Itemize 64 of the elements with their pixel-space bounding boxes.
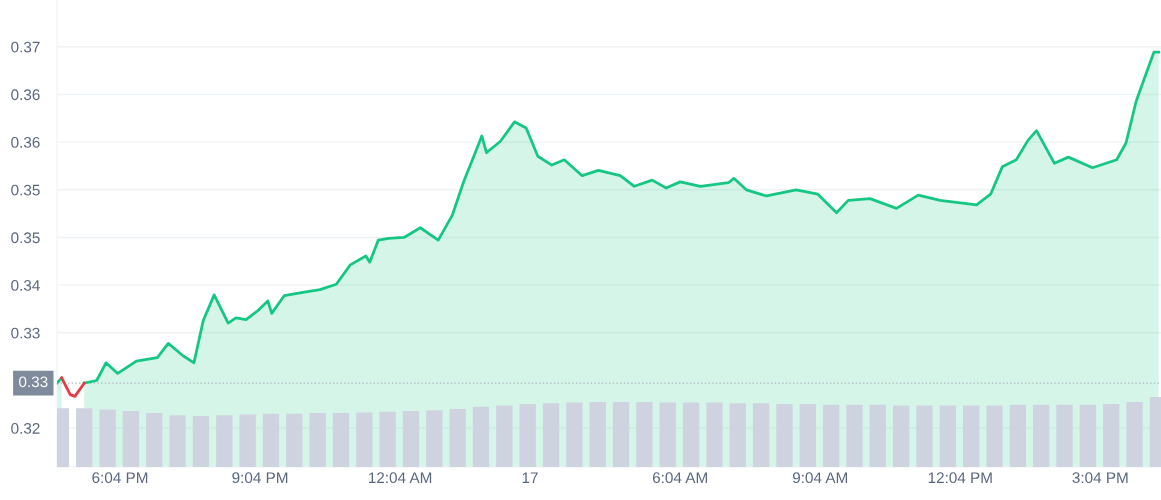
bar xyxy=(869,404,886,467)
bar xyxy=(776,404,793,467)
bar xyxy=(986,405,1003,467)
x-tick-label: 17 xyxy=(522,472,538,483)
bar xyxy=(356,412,373,467)
y-tick-label: 0.35 xyxy=(11,232,40,244)
bar xyxy=(963,405,980,467)
line-series xyxy=(60,376,86,398)
x-tick-label: 9:04 AM xyxy=(792,472,848,484)
bar xyxy=(216,415,233,467)
bar xyxy=(496,405,513,467)
bar xyxy=(612,401,630,467)
bar xyxy=(192,415,210,467)
bar xyxy=(636,401,653,467)
bar xyxy=(1056,404,1073,467)
bar xyxy=(542,403,560,467)
y-tick-label: 0.33 xyxy=(11,327,40,339)
bar xyxy=(682,402,700,467)
bar xyxy=(332,413,350,467)
bar xyxy=(402,411,420,467)
bar xyxy=(1009,404,1027,467)
bar xyxy=(379,411,396,467)
y-tick-label: 0.36 xyxy=(11,137,40,148)
bar xyxy=(146,413,163,467)
bar xyxy=(1079,404,1097,467)
bar xyxy=(752,403,770,467)
bar xyxy=(76,408,93,467)
bar xyxy=(286,413,303,467)
bar xyxy=(99,409,116,467)
bar xyxy=(426,410,443,467)
y-tick-label: 0.36 xyxy=(11,89,40,101)
bar xyxy=(472,406,490,467)
bar xyxy=(822,404,840,467)
bar xyxy=(1126,401,1143,467)
y-tick-label: 0.32 xyxy=(11,423,40,434)
bar xyxy=(939,405,956,467)
bar xyxy=(729,403,746,467)
bar xyxy=(916,405,933,467)
bar xyxy=(122,411,140,467)
bar xyxy=(1103,404,1120,467)
bar xyxy=(706,402,723,467)
x-tick-label: 12:04 AM xyxy=(368,472,432,484)
y-tick-label: 0.34 xyxy=(11,280,40,291)
bar xyxy=(799,404,816,467)
bar xyxy=(589,401,606,467)
bar xyxy=(169,415,186,467)
y-tick-label: 0.35 xyxy=(11,184,40,196)
bar xyxy=(519,404,536,467)
x-tick-label: 6:04 PM xyxy=(92,472,148,484)
x-tick-label: 12:04 PM xyxy=(928,472,992,484)
bar xyxy=(449,408,466,467)
y-tick-label: 0.37 xyxy=(11,41,40,53)
bar xyxy=(892,405,910,467)
bar xyxy=(1033,404,1050,467)
x-tick-label: 9:04 PM xyxy=(232,472,288,484)
bar xyxy=(846,404,863,467)
ref-line-label: 0.33 xyxy=(19,376,48,388)
bar xyxy=(309,413,326,467)
bar xyxy=(239,414,256,467)
x-tick-label: 3:04 PM xyxy=(1072,472,1128,484)
bar xyxy=(566,402,583,467)
bar xyxy=(659,402,676,467)
x-tick-label: 6:04 AM xyxy=(652,472,707,484)
bar xyxy=(262,413,280,467)
